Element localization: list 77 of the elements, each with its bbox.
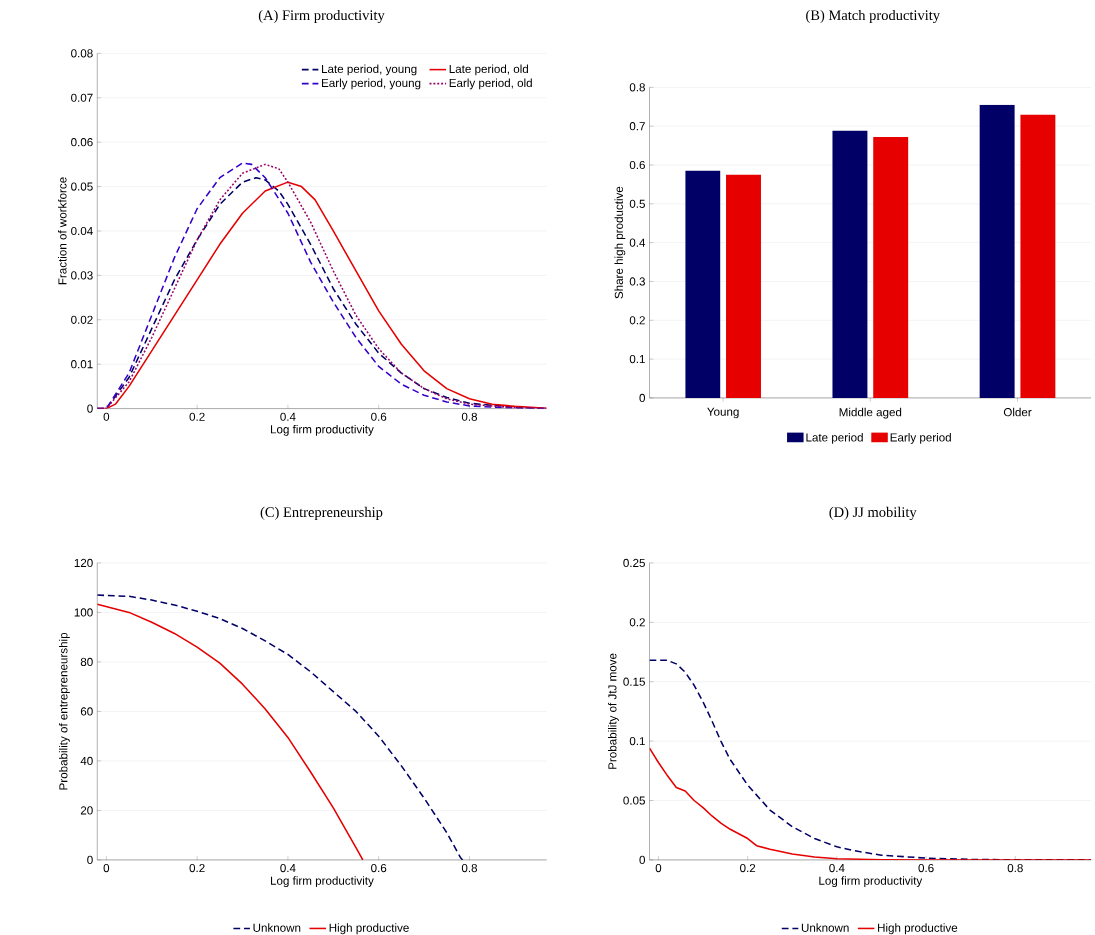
legend-label: Late period, young	[322, 64, 417, 76]
y-axis-title: Fraction of workforce	[58, 177, 67, 285]
legend-label: Late period	[806, 433, 863, 445]
y-axis-title: Probability of entrepreneurship	[58, 633, 70, 790]
x-axis-title: Log firm productivity	[270, 425, 374, 436]
line-series	[97, 603, 364, 861]
y-tick-label: 0.6	[629, 161, 645, 170]
x-tick-label: 0	[655, 864, 662, 873]
y-tick-label: 0	[87, 855, 93, 865]
y-tick-label: 0	[639, 855, 646, 865]
y-tick-label: 0.1	[629, 737, 645, 746]
chart-title: (A) Firm productivity	[258, 10, 385, 24]
y-tick-label: 0.08	[71, 49, 93, 58]
bar	[726, 174, 761, 399]
y-axis-title: Probability of JtJ move	[608, 653, 619, 769]
x-tick-label: 0.6	[371, 412, 387, 422]
legend-label: Early period	[890, 433, 951, 445]
legend-label: Early period, old	[449, 78, 532, 90]
y-tick-label: 0.1	[629, 355, 645, 364]
x-tick-label: 0.8	[1007, 864, 1023, 873]
legend-label: Early period, young	[322, 78, 421, 90]
y-tick-label: 0.4	[629, 238, 646, 247]
x-tick-label: Older	[1003, 407, 1032, 417]
y-tick-label: 20	[80, 806, 93, 815]
bar	[832, 131, 868, 399]
y-tick-label: 120	[74, 558, 93, 568]
y-axis-title: Share high productive	[614, 186, 626, 299]
y-tick-label: 0.15	[623, 677, 645, 686]
x-tick-label: 0.4	[280, 864, 296, 873]
y-tick-label: 0.02	[71, 315, 93, 325]
x-tick-label: 0.2	[740, 864, 756, 873]
chart-title: (B) Match productivity	[806, 10, 940, 24]
y-tick-label: 0.25	[623, 558, 645, 568]
legend-label: High productive	[878, 923, 958, 935]
x-tick-label: 0.6	[918, 864, 934, 873]
y-tick-label: 0.05	[623, 796, 645, 805]
x-axis-title: Log firm productivity	[819, 876, 923, 888]
x-tick-label: 0.2	[189, 864, 205, 873]
bar	[979, 104, 1015, 399]
x-tick-label: Young	[707, 407, 739, 419]
y-tick-label: 0.5	[629, 199, 645, 209]
x-tick-label: 0.4	[829, 864, 845, 873]
x-tick-label: 0.2	[189, 412, 205, 422]
y-tick-label: 0.07	[71, 93, 93, 103]
x-tick-label: 0.6	[371, 864, 387, 873]
legend-label: Unknown	[253, 923, 301, 933]
chart-title: (D) JJ mobility	[829, 507, 917, 521]
y-tick-label: 0.04	[71, 227, 93, 236]
x-tick-label: 0.4	[280, 412, 296, 422]
x-tick-label: Middle aged	[839, 407, 902, 419]
y-tick-label: 0.2	[629, 618, 645, 627]
y-tick-label: 80	[80, 657, 93, 667]
y-tick-label: 40	[80, 756, 93, 766]
chart-title: (C) Entrepreneurship	[260, 507, 383, 521]
legend-label: High productive	[329, 923, 409, 935]
x-axis-title: Log firm productivity	[270, 876, 374, 888]
y-tick-label: 60	[80, 707, 93, 716]
y-tick-label: 0.05	[71, 182, 93, 191]
bar	[873, 137, 909, 399]
x-tick-label: 0.8	[461, 412, 478, 422]
x-tick-label: 0	[103, 412, 110, 422]
y-tick-label: 0.3	[629, 277, 645, 286]
bar	[685, 170, 721, 399]
y-tick-label: 0.06	[71, 138, 93, 147]
line-series	[97, 594, 464, 861]
y-tick-label: 0.03	[71, 271, 93, 280]
x-tick-label: 0.8	[461, 864, 478, 873]
x-tick-label: 0	[103, 864, 110, 873]
y-tick-label: 0.01	[71, 360, 93, 369]
legend-label: Unknown	[801, 923, 849, 933]
y-tick-label: 0.7	[629, 122, 645, 131]
y-tick-label: 0	[639, 393, 646, 403]
y-tick-label: 100	[74, 608, 93, 617]
y-tick-label: 0.2	[629, 316, 645, 325]
y-tick-label: 0.8	[629, 83, 645, 92]
legend-label: Late period, old	[449, 64, 528, 76]
bar	[1020, 114, 1056, 399]
